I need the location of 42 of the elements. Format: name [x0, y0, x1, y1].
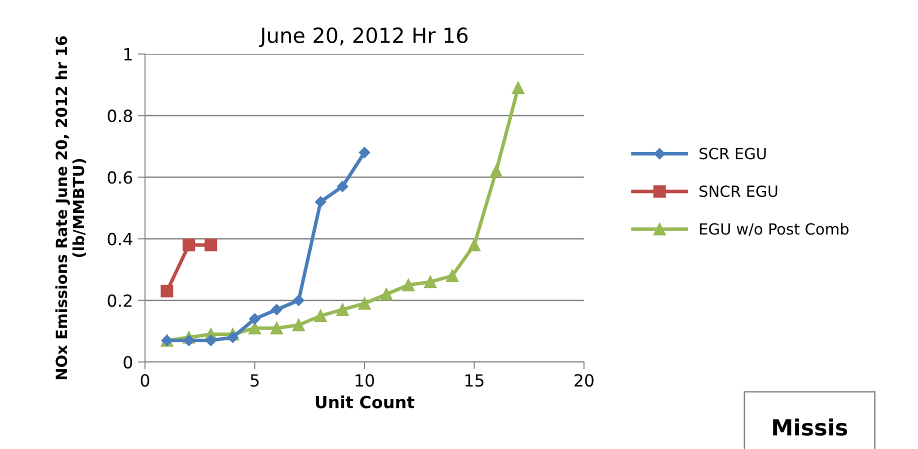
y-tick-label: 0: [124, 356, 132, 369]
y-tick-label: 0.4: [108, 232, 132, 246]
point: [182, 238, 196, 252]
point: [380, 288, 393, 300]
y-axis-title: NOx Emissions Rate June 20, 2012 hr 16 (lb/MMBTU): [55, 36, 86, 380]
point: [358, 297, 371, 310]
x-tick-label: 0: [140, 374, 150, 387]
point: [183, 334, 195, 346]
point: [314, 310, 327, 322]
point: [293, 294, 304, 306]
x-axis-title: Unit Count: [316, 395, 414, 408]
text: Missis: [773, 418, 848, 436]
point: [424, 276, 437, 288]
point: [468, 238, 480, 252]
point: [204, 238, 218, 252]
x-tick-label: 20: [574, 374, 594, 387]
y-tick-label: 0.8: [108, 110, 132, 122]
point: [227, 332, 238, 343]
point: [336, 303, 349, 316]
x-tick-label: 15: [465, 374, 484, 387]
x-tick-label: 5: [250, 374, 259, 387]
point: [358, 146, 370, 158]
y-tick-label: 0.6: [108, 171, 132, 184]
x-tick-label: 10: [356, 374, 374, 387]
legend-label: SCR EGU: [700, 148, 766, 160]
point: [336, 180, 348, 192]
point: [314, 196, 326, 208]
legend-label: SNCR EGU: [700, 185, 778, 198]
point: [490, 164, 502, 178]
point: [271, 304, 282, 316]
point: [160, 284, 174, 298]
point: [402, 278, 415, 292]
point: [205, 334, 216, 346]
point: [512, 82, 524, 94]
y-tick-label: 1: [124, 48, 132, 60]
chart-title: June 20, 2012 Hr 16: [259, 27, 468, 48]
point: [270, 322, 283, 334]
legend-label: EGU w/o Post Comb: [700, 222, 849, 236]
point: [446, 270, 459, 282]
point: [249, 313, 260, 324]
y-tick-label: 0.2: [108, 294, 132, 307]
point: [292, 318, 305, 332]
